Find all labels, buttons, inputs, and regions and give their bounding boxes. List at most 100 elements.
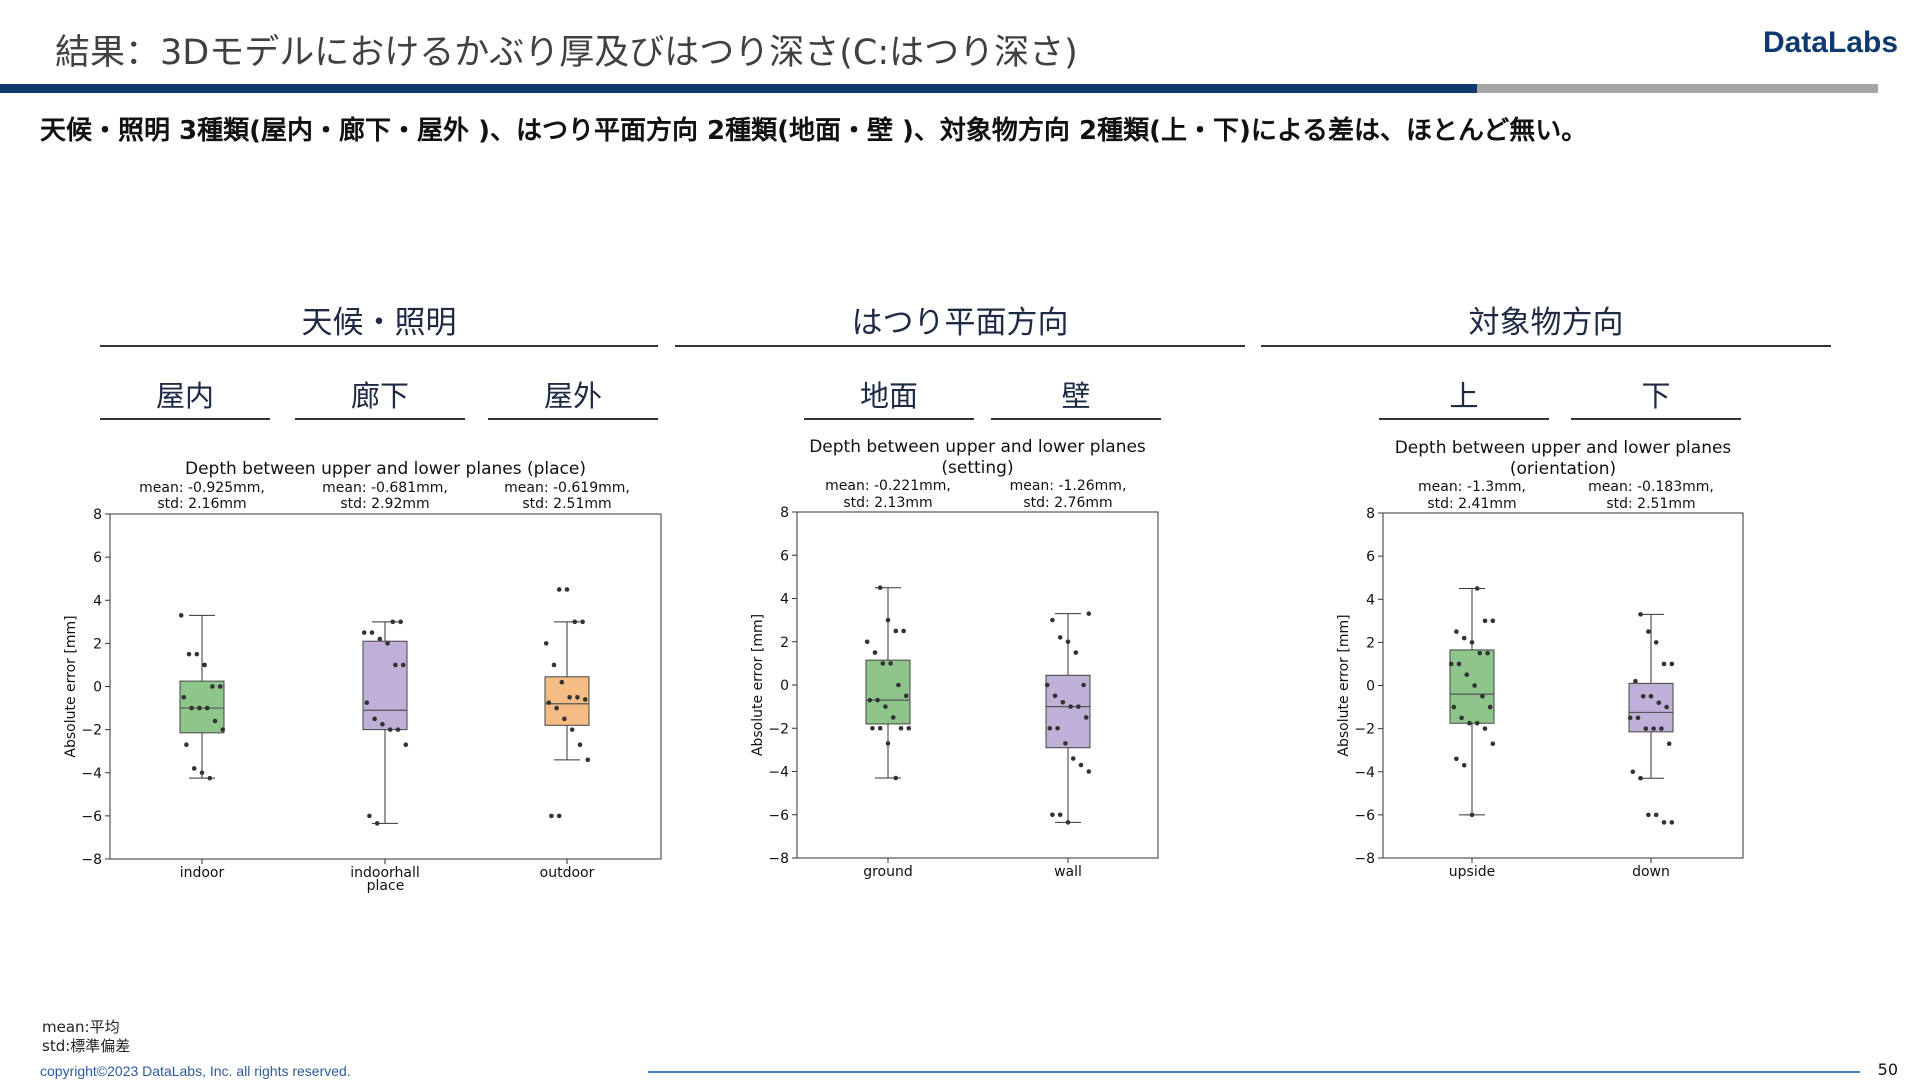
- y-tick-label: −8: [768, 851, 789, 867]
- data-point: [197, 705, 202, 711]
- data-point: [575, 694, 580, 700]
- stat-mean-label: mean: -0.221mm,: [825, 478, 951, 494]
- data-point: [877, 725, 883, 731]
- chart-title: Depth between upper and lower planes: [809, 437, 1146, 457]
- x-tick-label: indoor: [180, 865, 225, 881]
- data-point: [191, 766, 197, 771]
- data-point: [1057, 812, 1063, 818]
- data-point: [906, 725, 912, 731]
- data-point: [901, 628, 906, 634]
- y-tick-label: −2: [1354, 722, 1375, 738]
- data-point: [554, 705, 559, 711]
- y-tick-label: −8: [81, 852, 102, 868]
- data-point: [1643, 726, 1649, 731]
- stat-mean-label: mean: -0.183mm,: [1588, 479, 1714, 495]
- data-point: [1052, 693, 1058, 699]
- chart-title: Depth between upper and lower planes (pl…: [185, 459, 586, 479]
- footer-rule: [648, 1071, 1860, 1073]
- data-point: [564, 587, 570, 592]
- brand-logo: DataLabs: [1762, 26, 1898, 59]
- data-point: [1047, 725, 1053, 731]
- stat-std-label: std: 2.41mm: [1427, 496, 1516, 512]
- stat-mean-label: mean: -1.26mm,: [1010, 478, 1127, 494]
- y-tick-label: 6: [1366, 549, 1375, 565]
- data-point: [1469, 640, 1475, 645]
- sublabel-hallway: 廊下: [350, 379, 409, 413]
- sublabel-underline: [804, 418, 974, 420]
- data-point: [877, 585, 883, 590]
- box-wall: [1045, 674, 1091, 749]
- data-point: [867, 697, 873, 703]
- data-point: [569, 727, 575, 732]
- y-tick-label: 2: [1366, 635, 1375, 651]
- y-tick-label: −6: [1354, 808, 1375, 824]
- boxplot-charts: Depth between upper and lower planes (pl…: [63, 437, 1744, 894]
- x-tick-label: ground: [863, 864, 913, 880]
- data-point: [1653, 812, 1659, 818]
- data-point: [395, 727, 401, 732]
- footnote-std: std:標準偏差: [42, 1037, 131, 1055]
- data-point: [1659, 726, 1664, 731]
- chart-title: (setting): [941, 458, 1013, 478]
- plot-frame: [796, 511, 1159, 859]
- data-point: [1044, 682, 1050, 688]
- data-point: [883, 704, 888, 709]
- data-point: [387, 727, 393, 732]
- data-point: [1482, 726, 1488, 731]
- y-tick-label: 2: [780, 635, 789, 651]
- data-point: [582, 697, 588, 702]
- sublabel-down: 下: [1641, 379, 1671, 413]
- data-point: [580, 619, 585, 625]
- data-point: [1490, 741, 1496, 747]
- data-point: [1482, 618, 1488, 624]
- sublabel-underline: [295, 418, 465, 420]
- copyright-text: copyright©2023 DataLabs, Inc. all rights…: [40, 1063, 351, 1079]
- sublabel-underline: [100, 418, 270, 420]
- group-underline-orientation: [1261, 345, 1831, 347]
- data-point: [385, 641, 390, 646]
- data-point: [390, 619, 396, 625]
- y-tick-label: 4: [780, 592, 789, 608]
- data-point: [369, 630, 375, 635]
- sublabel-wall: 壁: [1061, 379, 1091, 413]
- data-point: [1669, 820, 1675, 825]
- sublabel-indoor: 屋内: [155, 379, 214, 413]
- summary-statement: 天候・照明 3種類(屋内・廊下・屋外 )、はつり平面方向 2種類(地面・壁 )、…: [40, 116, 1588, 146]
- data-point: [367, 813, 372, 819]
- data-point: [572, 619, 578, 625]
- data-point: [202, 662, 207, 668]
- data-point: [207, 775, 213, 781]
- data-point: [1461, 762, 1467, 768]
- data-point: [393, 662, 398, 668]
- y-tick-label: −2: [81, 723, 102, 739]
- group-label-weather: 天候・照明: [301, 305, 457, 341]
- x-tick-label: down: [1632, 864, 1670, 880]
- data-point: [1477, 650, 1483, 656]
- stat-mean-label: mean: -1.3mm,: [1418, 479, 1526, 495]
- data-point: [875, 697, 880, 703]
- data-point: [893, 775, 899, 781]
- data-point: [1635, 715, 1641, 721]
- data-point: [896, 682, 901, 688]
- data-point: [1451, 704, 1457, 710]
- stat-std-label: std: 2.13mm: [843, 495, 932, 511]
- y-tick-label: −6: [768, 808, 789, 824]
- y-tick-label: −8: [1354, 851, 1375, 867]
- sublabel-outdoor: 屋外: [543, 379, 602, 413]
- stat-std-label: std: 2.51mm: [522, 496, 611, 512]
- y-tick-label: 4: [1366, 592, 1375, 608]
- data-point: [551, 662, 557, 668]
- x-tick-label: wall: [1054, 864, 1082, 880]
- data-point: [1086, 769, 1092, 774]
- y-tick-label: 8: [1366, 506, 1375, 522]
- data-point: [1083, 715, 1089, 720]
- data-point: [543, 641, 549, 646]
- data-point: [870, 725, 875, 731]
- data-point: [1081, 682, 1086, 688]
- data-point: [400, 662, 406, 668]
- y-axis-label: Absolute error [mm]: [1336, 614, 1352, 756]
- stat-std-label: std: 2.92mm: [340, 496, 429, 512]
- data-point: [220, 727, 226, 732]
- data-point: [1076, 704, 1081, 709]
- data-point: [364, 700, 370, 705]
